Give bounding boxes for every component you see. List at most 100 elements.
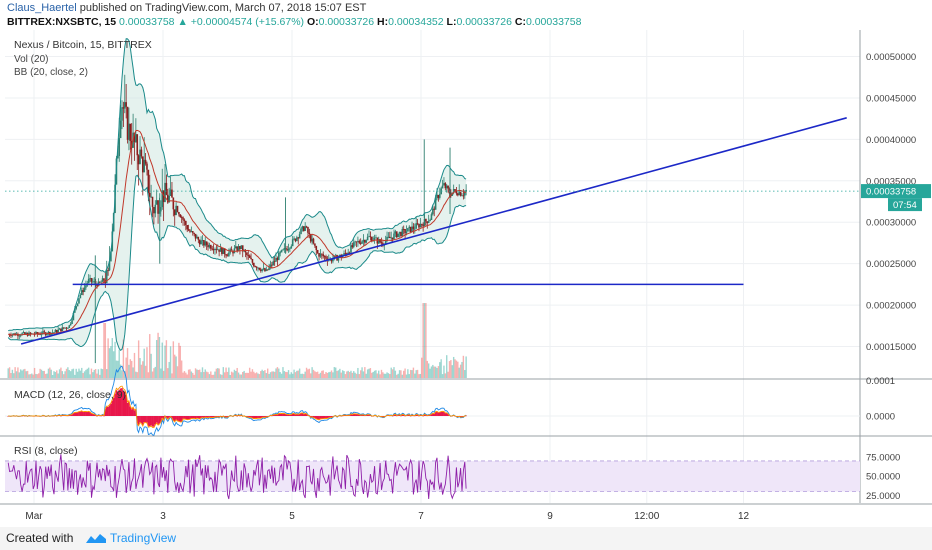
macd-histogram-bar [74, 412, 76, 416]
candle-body [443, 183, 445, 186]
candle-body [18, 335, 21, 337]
candle-body [426, 221, 429, 224]
macd-histogram-bar [154, 416, 157, 425]
candle-body [416, 223, 419, 225]
volume-bar [439, 362, 441, 378]
macd-histogram-bar [289, 414, 291, 416]
macd-histogram-bar [276, 414, 279, 416]
candle-body [261, 269, 263, 271]
macd-histogram-bar [312, 416, 315, 418]
candle-body [311, 238, 313, 242]
candle-body [400, 231, 402, 237]
candle-body [198, 239, 201, 245]
volume-bar [314, 371, 316, 378]
candle-body [117, 156, 119, 159]
macd-histogram-bar [282, 413, 284, 416]
candle-body [433, 208, 436, 210]
macd-histogram-bar [343, 415, 345, 416]
candle-body [436, 194, 438, 199]
candle-body [191, 231, 194, 233]
candle-body [148, 192, 151, 197]
time-tick-label: 7 [418, 511, 424, 522]
macd-histogram-bar [234, 415, 237, 416]
candle-body [438, 194, 441, 198]
chart-canvas[interactable]: 0.00015000 0.00020000 0.00025000 0.00030000… [0, 30, 932, 527]
volume-bar [408, 374, 410, 378]
candle-body [205, 241, 208, 246]
macd-histogram-bar [298, 413, 301, 416]
volume-bar [376, 373, 379, 378]
candle-body [89, 277, 91, 279]
macd-histogram-bar [318, 416, 320, 420]
volume-bar [64, 371, 66, 378]
author-link[interactable]: Claus_Haertel [7, 2, 77, 14]
volume-bar [387, 373, 390, 378]
candle-body [414, 228, 416, 230]
macd-histogram-bar [433, 413, 436, 416]
candle-body [297, 237, 300, 239]
volume-bar [244, 372, 247, 378]
volume-bar [357, 367, 359, 378]
macd-histogram-bar [107, 406, 109, 416]
volume-bar [394, 370, 397, 378]
macd-histogram-bar [440, 411, 442, 416]
trend-line-0 [20, 117, 847, 345]
candle-body [395, 231, 398, 238]
volume-bar [289, 374, 291, 378]
volume-bar [54, 372, 57, 378]
volume-bar [230, 371, 233, 378]
candle-body [151, 196, 154, 207]
macd-histogram-bar [196, 416, 198, 419]
candle-body [289, 248, 291, 250]
volume-bar [142, 361, 144, 378]
candle-body [343, 253, 345, 256]
volume-bar [93, 369, 95, 378]
volume-bar [287, 370, 290, 378]
volume-bar [426, 360, 428, 378]
macd-histogram-bar [425, 415, 427, 416]
macd-histogram-bar [402, 414, 405, 416]
volume-bar [397, 373, 399, 378]
candle-body [264, 268, 266, 272]
candle-body [136, 134, 139, 156]
candle-body [383, 244, 386, 246]
macd-histogram-bar [150, 416, 152, 426]
candle-body [273, 261, 276, 263]
volume-bar [283, 371, 286, 378]
macd-histogram-bar [304, 413, 306, 416]
candle-body [182, 217, 184, 220]
volume-bar [200, 372, 202, 378]
candle-body [203, 240, 205, 246]
tradingview-brand[interactable]: TradingView [110, 531, 177, 545]
volume-bar [31, 373, 33, 378]
volume-bar [258, 374, 261, 378]
candle-body [254, 266, 257, 267]
volume-bar [44, 373, 47, 378]
macd-histogram-bar [218, 416, 220, 418]
volume-bar [383, 373, 385, 378]
macd-histogram-bar [114, 393, 116, 416]
volume-bar [446, 355, 448, 378]
candle-body [346, 253, 348, 255]
volume-bar [10, 373, 12, 378]
candle-body [351, 245, 354, 248]
macd-histogram-bar [68, 415, 71, 416]
macd-histogram-bar [246, 416, 248, 417]
last-price-marker [861, 184, 931, 199]
volume-bar [375, 370, 377, 378]
candle-body [412, 226, 415, 229]
macd-histogram-bar [437, 412, 440, 416]
candle-body [352, 242, 355, 248]
candle-body [162, 190, 165, 203]
macd-histogram-bar [264, 416, 266, 418]
volume-bar [261, 369, 263, 378]
candle-body [146, 163, 148, 170]
volume-bar [221, 374, 223, 378]
candle-body [61, 327, 64, 332]
macd-histogram-bar [146, 416, 148, 423]
volume-bar [143, 348, 145, 378]
macd-histogram-bar [361, 414, 363, 416]
volume-bar [49, 367, 51, 378]
candle-body [62, 327, 65, 329]
candle-body [298, 234, 301, 239]
